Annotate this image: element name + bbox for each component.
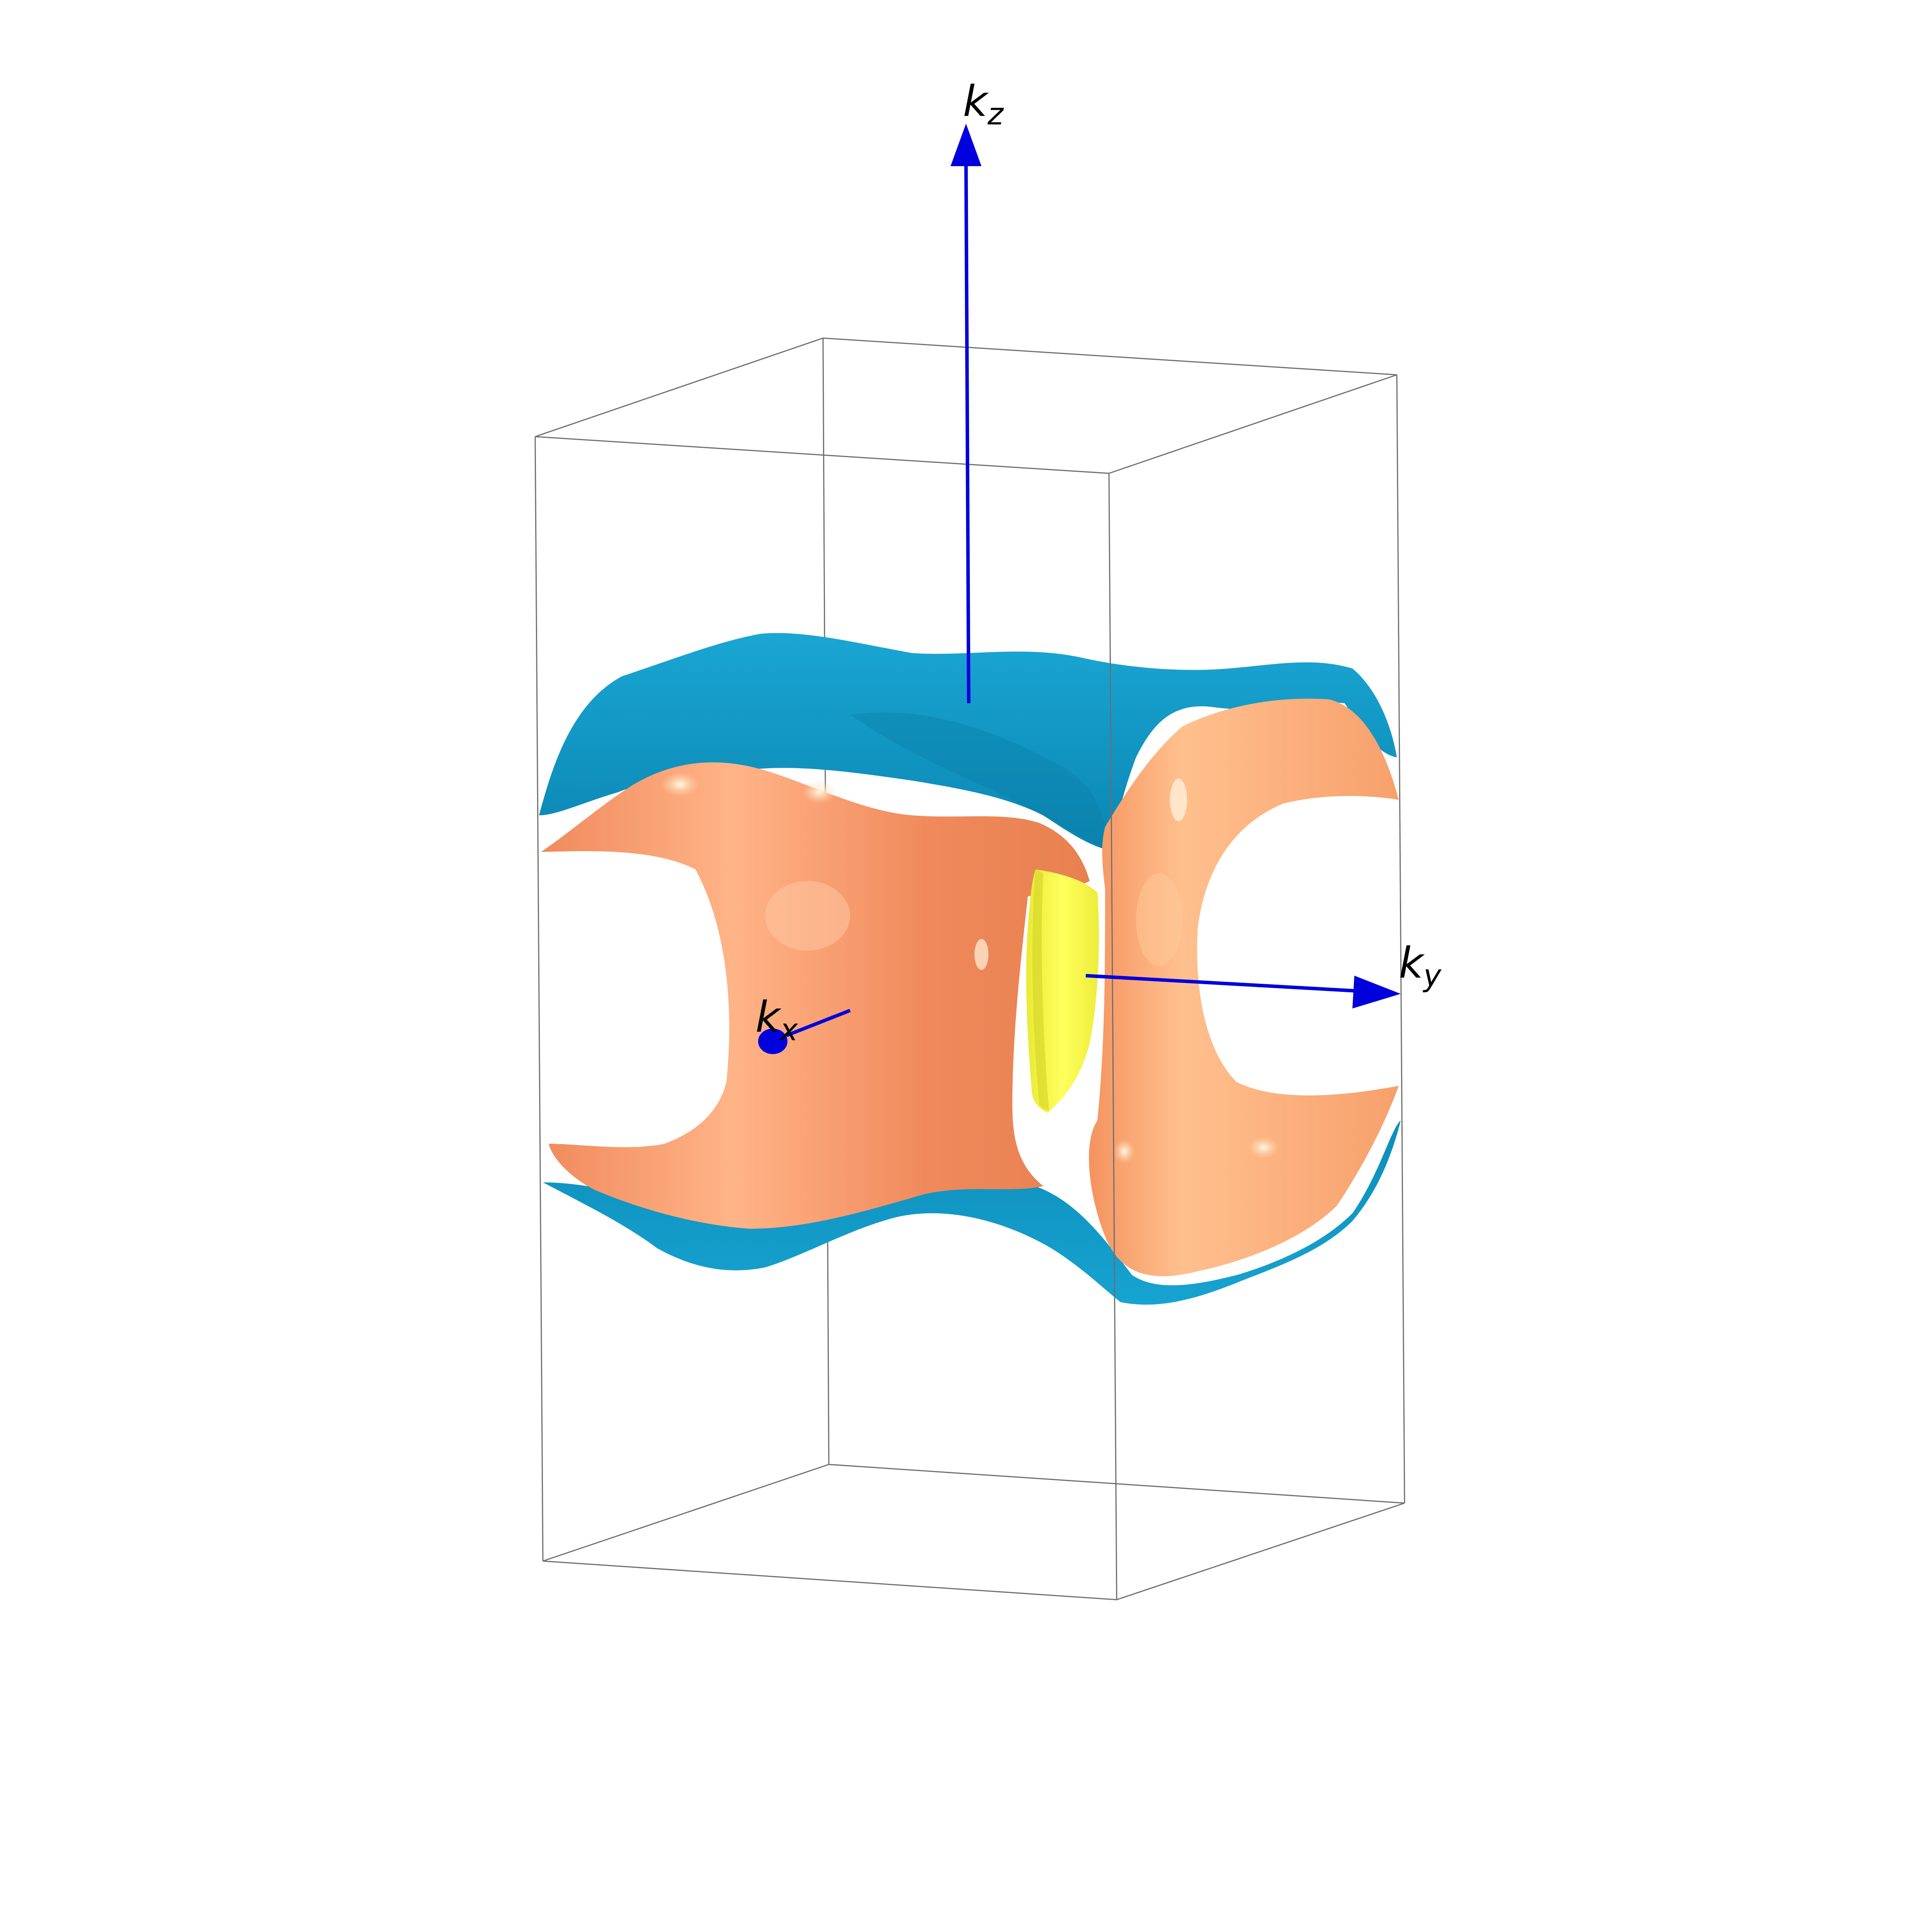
middle-sheet-highlight-1	[661, 772, 699, 797]
outer-sheet-top	[539, 633, 1397, 850]
kz-axis	[951, 124, 981, 704]
box-edge-front-top-left	[535, 436, 1109, 474]
box-edge-front-left-vertical	[534, 436, 544, 1561]
middle-sheet-highlight-7	[1114, 1139, 1135, 1164]
middle-sheet-highlight-4	[975, 939, 988, 970]
box-edge-front-right-vertical	[1396, 374, 1405, 1503]
kz-arrow-head	[951, 124, 981, 166]
kx-axis	[758, 1009, 851, 1054]
ky-label-sub: y	[1423, 959, 1442, 993]
box-edge-back-bottom-left	[543, 1464, 829, 1562]
middle-sheet-highlight-3	[765, 881, 850, 951]
kx-label-base: k	[755, 992, 782, 1042]
box-edge-front-bottom-left	[543, 1560, 1117, 1600]
box-edge-back-top-right	[823, 337, 1397, 376]
ky-arrow-head	[1352, 976, 1401, 1009]
box-edge-front-bottom-right	[1116, 1502, 1405, 1600]
ky-label: ky	[1399, 938, 1442, 993]
outer-sheet-bottom	[543, 1121, 1401, 1305]
kz-label: kz	[963, 77, 1004, 132]
kx-label: kx	[755, 992, 798, 1048]
box-edge-front-middle-vertical	[1108, 473, 1117, 1600]
middle-sheet-left	[541, 762, 1090, 1229]
kx-axis-shaft	[786, 1009, 851, 1037]
box-edge-front-top-right	[1109, 374, 1397, 474]
kx-label-sub: x	[779, 1013, 798, 1048]
box-edge-back-top-left	[535, 337, 823, 437]
outer-sheet-top-shade	[850, 712, 1109, 850]
ky-axis-shaft	[1085, 974, 1361, 993]
inner-pocket-shade	[1032, 869, 1049, 1111]
kz-label-base: k	[963, 77, 989, 126]
kx-arrow-head	[758, 1029, 787, 1054]
kz-label-sub: z	[987, 97, 1004, 132]
box-edge-back-bottom-right	[828, 1464, 1405, 1504]
middle-sheet-highlight-5	[1170, 779, 1187, 821]
kz-axis-shaft	[964, 162, 971, 704]
middle-sheet-highlight-2	[802, 781, 837, 804]
middle-sheet-highlight-6	[1248, 1137, 1279, 1158]
middle-sheet-highlight-8	[1136, 873, 1182, 966]
ky-axis	[1085, 974, 1401, 1009]
middle-sheet-right	[1089, 699, 1399, 1276]
ky-label-base: k	[1399, 938, 1425, 988]
brillouin-zone-box-front	[534, 374, 1405, 1600]
